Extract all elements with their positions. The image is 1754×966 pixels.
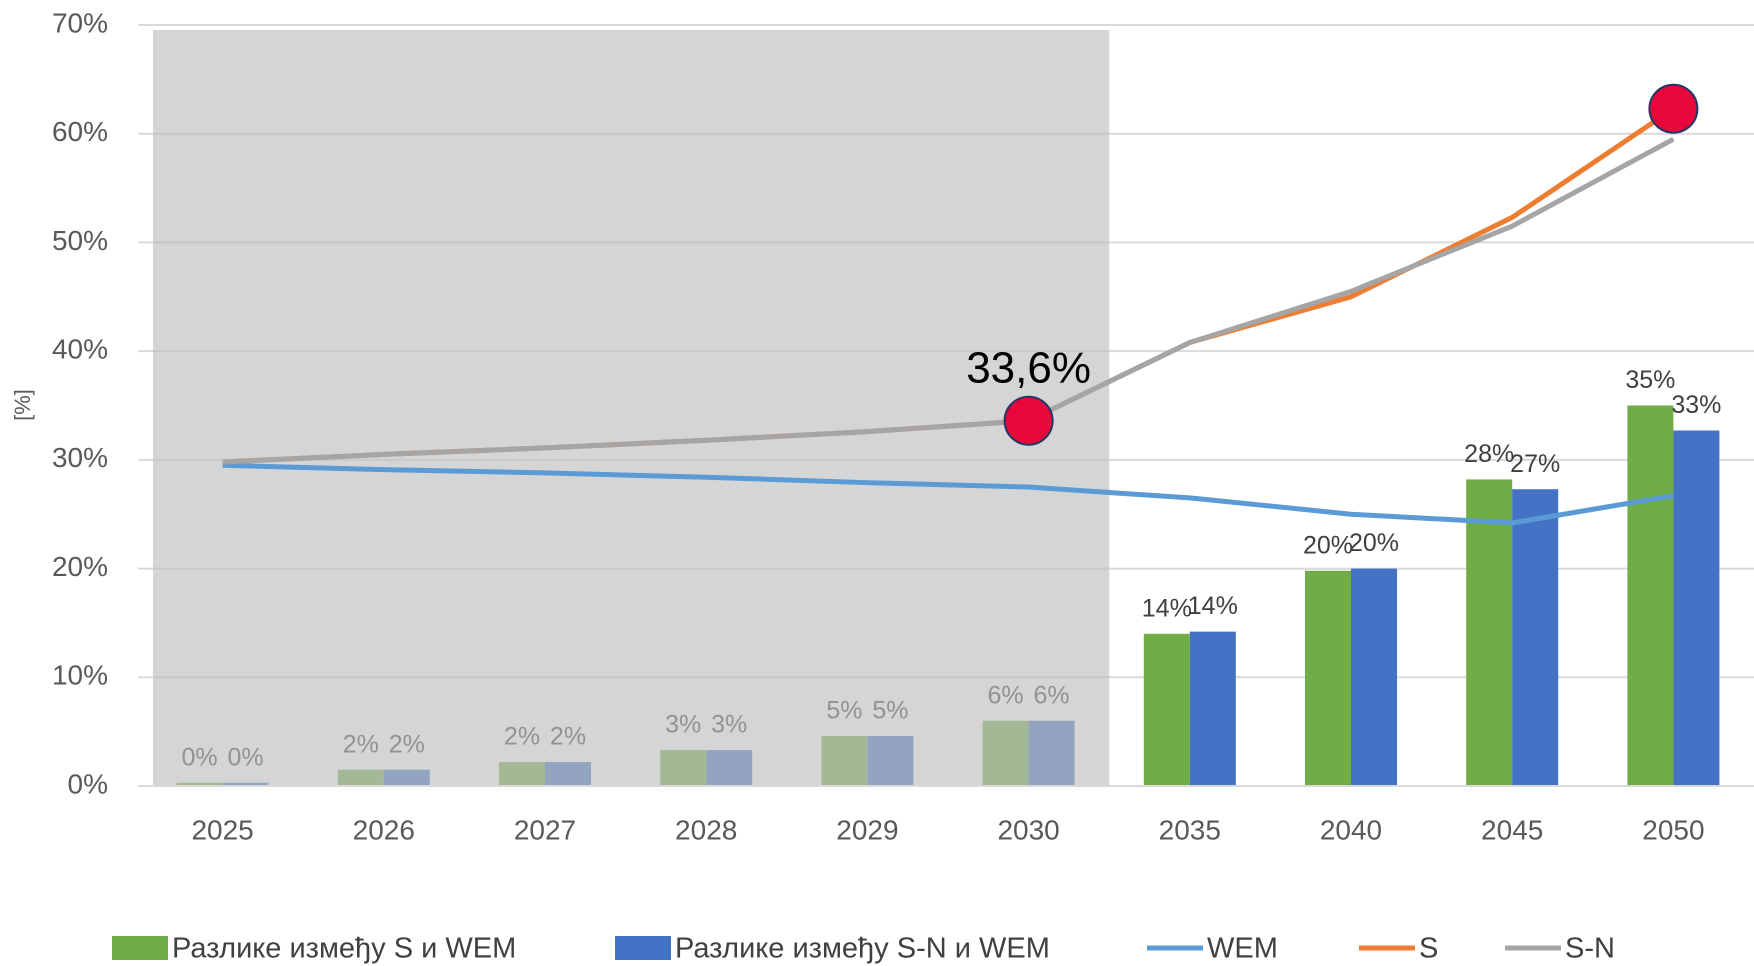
data-label: 20%	[1303, 531, 1353, 559]
data-label: 33%	[1671, 391, 1721, 419]
legend-swatch	[112, 936, 168, 960]
x-tick-label: 2028	[675, 814, 737, 845]
x-tick-label: 2045	[1481, 814, 1543, 845]
shaded-period	[153, 30, 1110, 786]
bar	[1189, 631, 1236, 786]
y-tick-label: 30%	[52, 442, 108, 473]
data-label: 20%	[1349, 529, 1399, 557]
bar	[1673, 430, 1720, 786]
y-tick-label: 60%	[52, 116, 108, 147]
bar	[1512, 489, 1559, 786]
bar	[1466, 479, 1513, 786]
bar	[1351, 568, 1397, 786]
x-tick-label: 2040	[1320, 814, 1382, 845]
line	[222, 462, 1674, 526]
legend-swatch	[615, 936, 671, 960]
legend-label: S-N	[1565, 933, 1615, 965]
annotation: 33,6%	[966, 343, 1091, 392]
bar	[1143, 633, 1190, 786]
x-tick-label: 2030	[997, 814, 1059, 845]
highlight-point	[1648, 83, 1699, 134]
x-tick-label: 2050	[1642, 814, 1704, 845]
x-tick-label: 2035	[1159, 814, 1221, 845]
legend-label: S	[1419, 933, 1438, 965]
y-tick-label: 50%	[52, 225, 108, 256]
data-label: 27%	[1510, 450, 1560, 478]
x-tick-label: 2029	[836, 814, 898, 845]
legend-label: Разлике између S и WEM	[172, 933, 516, 965]
y-tick-label: 70%	[52, 7, 108, 38]
data-label: 28%	[1464, 440, 1514, 468]
legend-label: WEM	[1207, 933, 1278, 965]
data-label: 14%	[1188, 592, 1238, 620]
y-tick-label: 0%	[68, 768, 108, 799]
y-axis-label: [%]	[10, 389, 35, 421]
y-tick-label: 40%	[52, 334, 108, 365]
highlight-point	[1003, 395, 1054, 446]
y-tick-label: 20%	[52, 551, 108, 582]
bar	[1305, 570, 1351, 786]
data-label: 14%	[1142, 594, 1192, 622]
x-tick-label: 2027	[514, 814, 576, 845]
bar	[1627, 405, 1674, 786]
data-label: 35%	[1625, 366, 1675, 394]
y-tick-label: 10%	[52, 660, 108, 691]
legend-label: Разлике између S-N и WEM	[675, 933, 1050, 965]
x-tick-label: 2025	[191, 814, 253, 845]
line	[222, 136, 1675, 465]
x-tick-label: 2026	[353, 814, 415, 845]
